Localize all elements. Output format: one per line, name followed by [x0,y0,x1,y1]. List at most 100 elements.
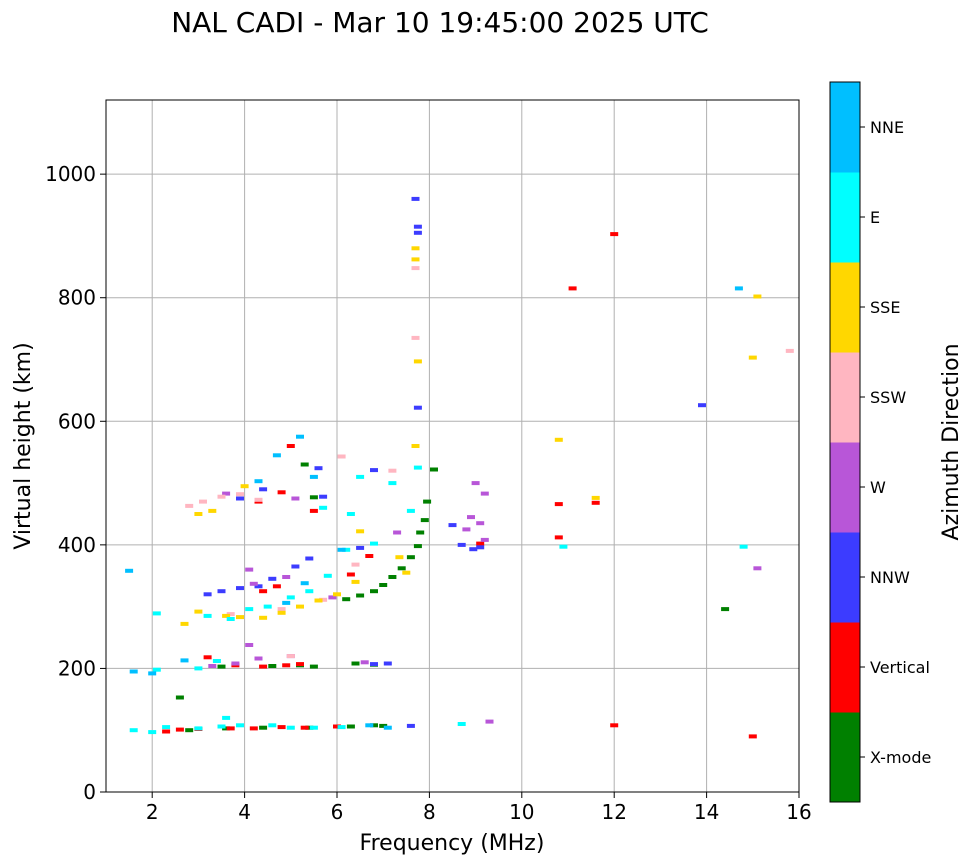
data-point [309,664,318,669]
data-point [263,604,272,609]
data-point [457,722,466,726]
data-point [217,589,226,594]
data-point [411,196,420,201]
data-point [457,542,466,547]
data-point [402,570,411,575]
data-point [291,564,300,569]
data-point [305,589,314,594]
colorbar-tick-label: E [870,208,880,227]
data-point [254,584,263,589]
data-point [413,359,422,364]
data-point [413,224,422,229]
data-point [370,468,378,473]
data-point [554,437,563,442]
series-nne [125,286,743,730]
plot-frame [105,99,800,793]
data-point [240,484,249,489]
data-point [236,615,244,620]
colorbar: X-mode Vertical NNW W SSW SSE E NNE [829,81,931,803]
data-point [591,495,600,500]
data-point [411,246,420,251]
data-point [277,490,286,495]
data-point [748,734,757,739]
data-point [282,600,291,605]
data-point [259,589,268,594]
data-point [286,725,295,730]
data-point [277,610,286,615]
data-point [203,592,212,597]
data-point [148,671,157,676]
data-point [383,725,392,730]
data-point [305,725,314,730]
colorbar-tick-label: NNE [870,118,904,137]
data-point [379,583,388,587]
y-tick-label: 200 [58,656,96,680]
data-point [222,491,231,496]
y-axis-label: Virtual height (km) [11,342,36,549]
data-point [249,581,258,586]
data-point [554,502,563,507]
data-point [217,664,226,669]
data-point [185,503,194,508]
x-axis: 2 4 6 8 10 12 14 16 [146,792,812,824]
data-point [185,728,194,733]
x-axis-label: Frequency (MHz) [360,831,545,856]
data-point [249,726,258,731]
data-point [351,579,360,584]
data-point [175,727,184,732]
data-point [406,555,415,560]
data-point [379,723,388,728]
data-point [300,581,309,586]
data-point [259,725,268,730]
data-point [413,230,422,235]
data-point [411,266,420,271]
data-point [342,547,351,552]
data-point [591,500,600,505]
data-point [217,494,226,499]
data-point [180,658,189,663]
colorbar-segment [830,622,860,713]
data-point [395,555,404,560]
data-point [753,566,762,571]
data-point [254,656,263,661]
data-point [152,667,161,672]
data-point [356,529,365,534]
plot-background [106,100,799,792]
data-points [125,196,794,739]
series-e [129,465,748,735]
data-point [356,593,365,598]
data-point [406,508,415,513]
data-point [370,589,378,594]
data-point [129,669,138,674]
data-point [300,725,309,730]
data-point [125,568,134,573]
colorbar-frame [829,81,861,803]
data-point [222,726,231,731]
data-point [194,512,203,516]
data-point [365,723,374,728]
data-point [254,479,263,484]
data-point [286,444,295,448]
data-point [469,547,478,552]
data-point [217,724,226,729]
data-point [286,654,295,659]
data-point [467,515,475,520]
data-point [328,595,337,600]
data-point [199,499,207,504]
plot-area [105,99,800,793]
data-point [268,576,277,581]
data-point [413,544,422,549]
y-tick-label: 400 [58,533,96,557]
x-tick-label: 10 [509,800,534,824]
data-point [785,348,794,353]
data-point [388,481,397,486]
data-point [309,508,318,513]
data-point [203,655,212,660]
data-point [180,621,189,626]
data-point [314,466,323,471]
data-point [148,730,157,735]
y-tick-label: 600 [58,409,96,433]
colorbar-segment [830,712,860,803]
data-point [319,505,328,510]
data-point [272,453,281,458]
